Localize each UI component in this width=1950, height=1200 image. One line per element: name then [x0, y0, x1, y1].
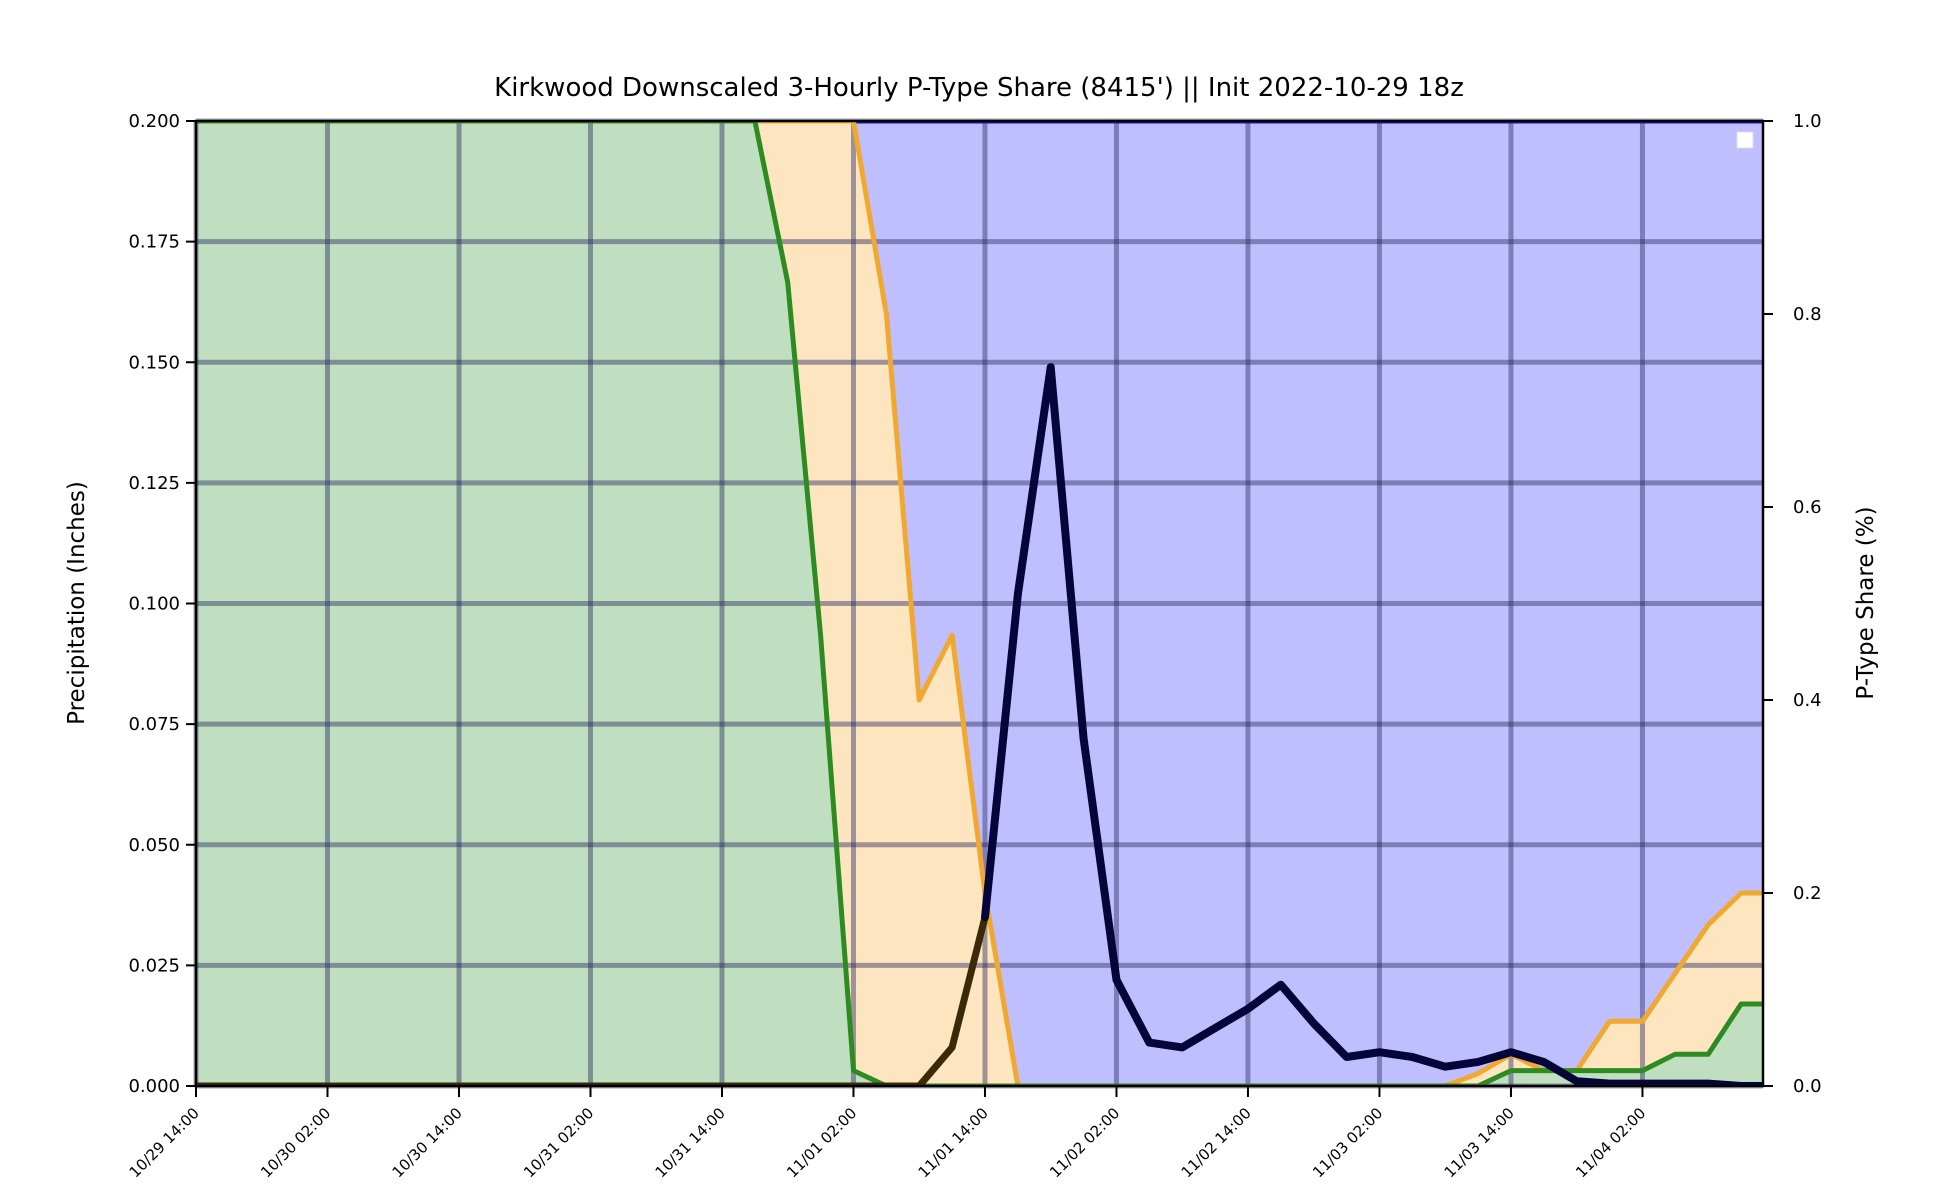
- rain-share-line: [196, 121, 1763, 1086]
- series-lines: [196, 121, 1763, 1086]
- snow-share-area: [196, 121, 1763, 1086]
- x-tick-label: 10/30 02:00: [257, 1104, 334, 1181]
- x-tick-label: 10/30 14:00: [389, 1104, 466, 1181]
- legend-box: [1736, 131, 1754, 149]
- x-tick-label: 11/01 14:00: [915, 1104, 992, 1181]
- x-tick-label: 10/31 02:00: [520, 1104, 597, 1181]
- x-tick-label: 11/02 02:00: [1046, 1104, 1123, 1181]
- x-tick-label: 10/31 14:00: [652, 1104, 729, 1181]
- x-tick-label: 11/01 02:00: [783, 1104, 860, 1181]
- chart-title: Kirkwood Downscaled 3-Hourly P-Type Shar…: [494, 73, 1464, 103]
- area-fills: [196, 121, 1763, 1086]
- y-tick-label: 0.200: [128, 111, 180, 132]
- y-tick-label: 0.100: [128, 594, 180, 615]
- y-axis-label: Precipitation (Inches): [64, 481, 90, 725]
- y-tick-label: 0.175: [128, 232, 180, 253]
- y2-tick-label: 0.2: [1793, 883, 1822, 904]
- y2-tick-label: 0.6: [1793, 497, 1822, 518]
- y-tick-label: 0.025: [128, 955, 180, 976]
- x-tick-label: 10/29 14:00: [126, 1104, 203, 1181]
- y2-tick-label: 1.0: [1793, 111, 1822, 132]
- mixed-share-area: [196, 121, 1763, 1086]
- y-tick-label: 0.050: [128, 835, 180, 856]
- x-tick-label: 11/02 14:00: [1178, 1104, 1255, 1181]
- y2-axis-label: P-Type Share (%): [1853, 506, 1879, 699]
- x-tick-label: 11/03 02:00: [1309, 1104, 1386, 1181]
- y2-tick-label: 0.0: [1793, 1076, 1822, 1097]
- x-tick-label: 11/03 14:00: [1441, 1104, 1518, 1181]
- y2-tick-label: 0.4: [1793, 690, 1822, 711]
- y2-tick-label: 0.8: [1793, 304, 1822, 325]
- rain-share-area: [196, 121, 1763, 1086]
- y-tick-label: 0.075: [128, 714, 180, 735]
- x-tick-label: 11/04 02:00: [1572, 1104, 1649, 1181]
- precipitation-line-snow: [981, 363, 1763, 1086]
- y-tick-label: 0.125: [128, 473, 180, 494]
- y-tick-label: 0.000: [128, 1076, 180, 1097]
- y-tick-label: 0.150: [128, 352, 180, 373]
